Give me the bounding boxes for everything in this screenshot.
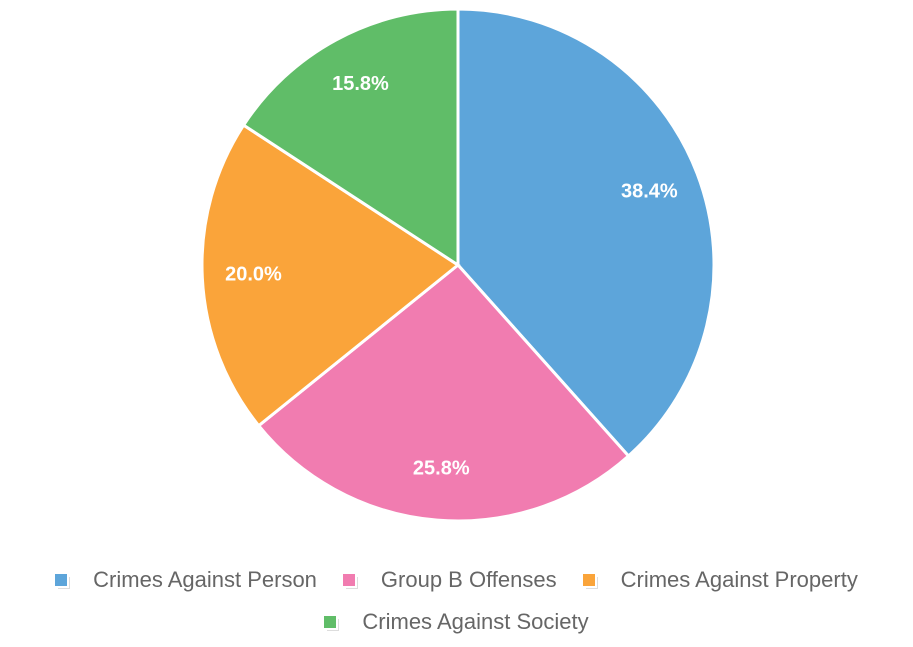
pie-chart: 38.4% 25.8% 20.0% 15.8% xyxy=(200,7,716,523)
slice-label: 15.8% xyxy=(332,73,389,95)
legend-item: Crimes Against Property xyxy=(582,566,858,594)
legend-item: Group B Offenses xyxy=(342,566,557,594)
legend-item: Crimes Against Person xyxy=(55,566,317,594)
pie-slice xyxy=(200,123,461,428)
legend: Crimes Against Person Group B Offenses Cri… xyxy=(0,566,913,636)
legend-swatch xyxy=(55,574,68,586)
slice-label: 25.8% xyxy=(413,457,470,479)
slice-label: 38.4% xyxy=(621,180,678,202)
legend-swatch xyxy=(582,574,595,586)
legend-label: Crimes Against Property xyxy=(620,567,858,592)
legend-swatch xyxy=(324,616,337,628)
legend-item: Crimes Against Society xyxy=(324,608,589,636)
legend-label: Crimes Against Person xyxy=(93,567,317,592)
legend-swatch xyxy=(342,574,355,586)
legend-label: Group B Offenses xyxy=(380,567,557,592)
slice-label: 20.0% xyxy=(225,264,282,286)
pie-slice xyxy=(241,7,460,268)
legend-label: Crimes Against Society xyxy=(362,609,589,634)
pie-slice xyxy=(256,262,631,523)
pie-slice xyxy=(456,7,716,459)
